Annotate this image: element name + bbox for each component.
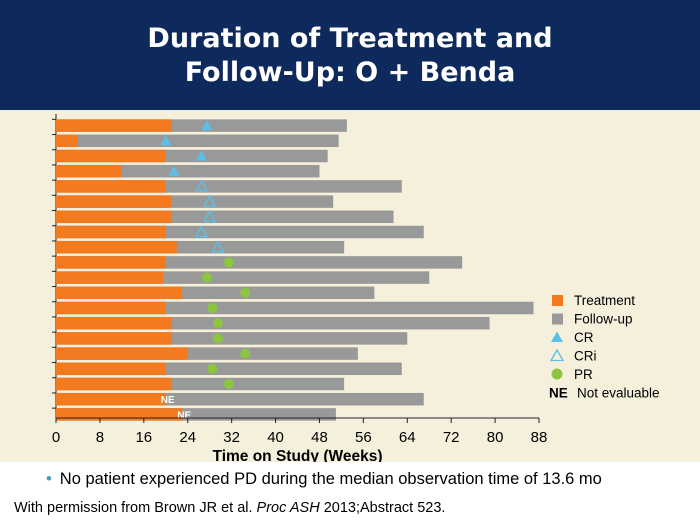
x-tick-label: 80 (487, 429, 504, 446)
x-tick-label: 16 (135, 429, 152, 446)
citation: With permission from Brown JR et al. Pro… (14, 500, 445, 516)
cri-marker (194, 225, 209, 238)
x-tick-label: 32 (223, 429, 240, 446)
citation-suffix: 2013;Abstract 523. (319, 500, 446, 516)
cri-marker (202, 209, 217, 223)
bullet-text: No patient experienced PD during the med… (59, 470, 602, 488)
pr-marker (223, 257, 234, 268)
legend-treatment-label: Treatment (574, 293, 635, 308)
followup-bar (56, 301, 534, 315)
x-axis-label: Time on Study (Weeks) (213, 448, 383, 462)
x-tick-label: 0 (52, 429, 60, 446)
pr-marker (212, 333, 223, 344)
legend-followup-swatch (552, 313, 563, 325)
treatment-bar (56, 210, 172, 224)
treatment-bar (56, 286, 183, 300)
slide-title-line2: Follow-Up: O + Benda (184, 57, 516, 88)
cr-marker (201, 120, 213, 131)
treatment-bar (56, 180, 166, 193)
x-tick-label: 40 (267, 429, 284, 446)
cri-marker (202, 194, 217, 207)
legend-cr-swatch (551, 331, 563, 342)
treatment-bar (56, 149, 166, 163)
treatment-bar (56, 377, 172, 391)
treatment-bar (56, 164, 122, 178)
x-tick-label: 8 (96, 429, 104, 446)
legend-ne-symbol: NE (549, 386, 568, 401)
x-tick-label: 56 (355, 429, 372, 446)
treatment-bar (56, 392, 166, 406)
x-tick-label: 24 (179, 429, 196, 446)
treatment-bar (56, 316, 172, 330)
bullet-icon: • (46, 470, 52, 488)
pr-marker (240, 287, 251, 298)
followup-bar (56, 134, 339, 148)
legend-treatment-swatch (552, 295, 563, 306)
slide-header: Duration of Treatment and Follow-Up: O +… (0, 0, 700, 110)
pr-marker (223, 379, 234, 389)
pr-marker (212, 318, 223, 329)
treatment-bar (56, 195, 172, 208)
legend-pr-swatch (551, 368, 563, 380)
pr-marker (207, 363, 218, 374)
treatment-bar (56, 362, 166, 376)
treatment-bar (56, 347, 188, 360)
x-tick-label: 64 (399, 429, 416, 446)
ne-marker: NE (177, 410, 191, 421)
treatment-bar (56, 240, 177, 254)
treatment-bar (56, 271, 164, 284)
citation-prefix: With permission from Brown JR et al. (14, 500, 257, 516)
cr-marker (168, 165, 180, 176)
legend-pr-label: PR (574, 367, 593, 382)
pr-marker (207, 303, 218, 313)
slide-title-line1: Duration of Treatment and (147, 23, 553, 54)
x-tick-label: 72 (443, 429, 460, 446)
treatment-bar (56, 408, 183, 421)
cr-marker (160, 135, 172, 146)
treatment-bar (56, 119, 172, 132)
treatment-bar (56, 256, 166, 269)
pr-marker (240, 348, 251, 359)
legend-ne-label: Not evaluable (577, 386, 660, 401)
x-tick-label: 48 (311, 429, 328, 446)
treatment-bar (56, 301, 166, 315)
citation-journal: Proc ASH (256, 500, 320, 516)
cr-marker (195, 150, 207, 161)
treatment-bar (56, 134, 78, 148)
treatment-bar (56, 332, 172, 345)
legend-followup-label: Follow-up (574, 312, 633, 327)
ne-marker: NE (161, 395, 175, 406)
chart-area: NE NE 0 8 16 24 32 40 48 56 64 72 80 88 Time on Study … (0, 110, 700, 462)
treatment-bar (56, 225, 166, 239)
pr-marker (201, 272, 212, 283)
cri-marker (211, 240, 225, 253)
legend-cri-label: CRi (574, 349, 597, 364)
x-tick-label: 88 (531, 429, 548, 446)
cri-marker (194, 179, 209, 192)
legend-cri-swatch (549, 348, 565, 362)
legend-cr-label: CR (574, 330, 594, 345)
footnote-bullet: • No patient experienced PD during the me… (46, 470, 602, 489)
